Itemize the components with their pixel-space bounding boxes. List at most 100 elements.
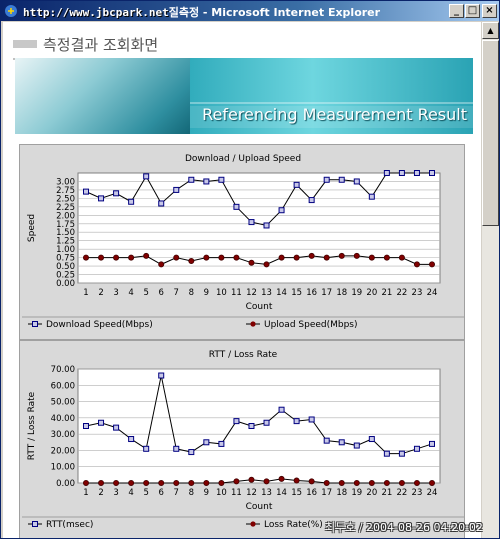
data-point [323,176,330,183]
x-tick-label: 15 [291,288,302,298]
data-point [398,450,405,457]
data-point [203,439,210,446]
data-point [98,419,105,426]
close-button[interactable]: × [482,4,497,18]
vertical-scrollbar[interactable]: ▲ [482,22,499,538]
data-point [323,437,330,444]
x-tick-label: 22 [396,488,407,498]
data-point [173,186,180,193]
author-watermark: 최두호 / 2004-08-26 04:20:02 [325,521,483,534]
x-tick-label: 21 [381,488,392,498]
x-tick-label: 14 [276,288,287,298]
title-partial: 질측정 [168,6,200,19]
data-point [203,178,210,185]
scroll-up-arrow-icon[interactable]: ▲ [482,22,499,39]
y-tick-label: 3.00 [56,177,75,187]
x-tick-label: 4 [128,288,133,298]
data-point [398,170,405,176]
y-tick-label: 20.00 [51,446,75,456]
data-point [263,261,270,268]
data-point [278,207,285,214]
scroll-thumb[interactable] [482,40,499,226]
data-point [248,423,255,429]
data-point [248,476,255,483]
data-point [323,479,330,486]
x-tick-label: 3 [113,488,118,498]
x-tick-label: 13 [261,488,272,498]
x-tick-label: 10 [216,288,227,298]
x-tick-label: 17 [321,288,332,298]
x-tick-label: 9 [204,488,209,498]
data-point [128,198,135,205]
data-point [83,254,90,261]
data-point [308,197,315,204]
data-point [383,254,390,261]
data-point [188,176,195,183]
data-point [429,440,435,447]
data-point [83,479,90,486]
x-tick-label: 14 [276,488,287,498]
data-point [143,252,150,259]
x-tick-label: 3 [113,288,118,298]
maximize-button[interactable]: □ [465,4,480,18]
x-tick-label: 21 [381,288,392,298]
data-point [368,254,375,261]
data-point [428,479,435,486]
data-point [233,418,240,425]
page-title: 측정결과 조회화면 [43,36,159,54]
data-point [368,436,375,443]
rtt-chart-panel: RTT / Loss Rate 0.00 10.00 20.00 30.00 40.00 5… [19,340,465,538]
data-point [413,170,420,176]
x-tick-label: 16 [306,288,317,298]
x-tick-label: 17 [321,488,332,498]
y-tick-label: 0.25 [56,271,75,281]
data-point [248,259,255,266]
y-tick-label: 1.25 [56,237,75,247]
y-tick-label: 0.75 [56,254,75,264]
data-point [263,419,270,426]
title-bar[interactable]: http://www.jbcpark.net질측정 - Microsoft In… [1,1,499,21]
x-tick-label: 1 [83,488,88,498]
data-point [278,254,285,261]
y-tick-label: 70.00 [51,365,75,375]
x-tick-label: 19 [351,288,362,298]
data-point [413,445,420,452]
y-axis-label: Speed [27,214,37,242]
data-point [353,442,360,449]
x-tick-label: 13 [261,288,272,298]
chart-title: RTT / Loss Rate [209,350,278,360]
x-tick-label: 6 [159,288,164,298]
x-tick-label: 6 [159,488,164,498]
data-point [173,445,180,452]
data-point [128,479,135,486]
chart-svg: Download / Upload Speed0.000.250.500.751… [22,154,464,330]
data-point [323,254,330,261]
y-tick-label: 0.00 [56,279,75,289]
x-tick-label: 1 [83,288,88,298]
data-point [308,416,315,423]
y-tick-label: 2.75 [56,186,75,196]
chart-svg: RTT / Loss Rate 0.00 10.00 20.00 30.00 40.00 5… [22,350,464,530]
minimize-button[interactable]: _ [449,4,464,18]
y-tick-label: 2.50 [56,194,75,204]
series-line-1 [85,172,432,227]
y-tick-label: 0.00 [56,479,75,489]
legend-entry: Loss Rate(%) [264,520,323,530]
data-point [353,479,360,486]
x-tick-label: 10 [216,488,227,498]
data-point [158,261,165,268]
data-point [188,449,195,456]
x-tick-label: 9 [204,288,209,298]
page-header: 측정결과 조회화면 [13,32,473,60]
y-tick-label: 50.00 [51,398,75,408]
data-point [233,478,240,485]
data-point [353,178,360,185]
x-axis-label: Count [246,302,273,312]
data-point [233,254,240,261]
data-point [158,200,165,207]
data-point [98,195,105,202]
x-tick-label: 7 [174,288,179,298]
x-tick-label: 24 [427,488,438,498]
page-content: 측정결과 조회화면 Referencing Measurement Result… [3,22,481,538]
data-point [398,479,405,486]
